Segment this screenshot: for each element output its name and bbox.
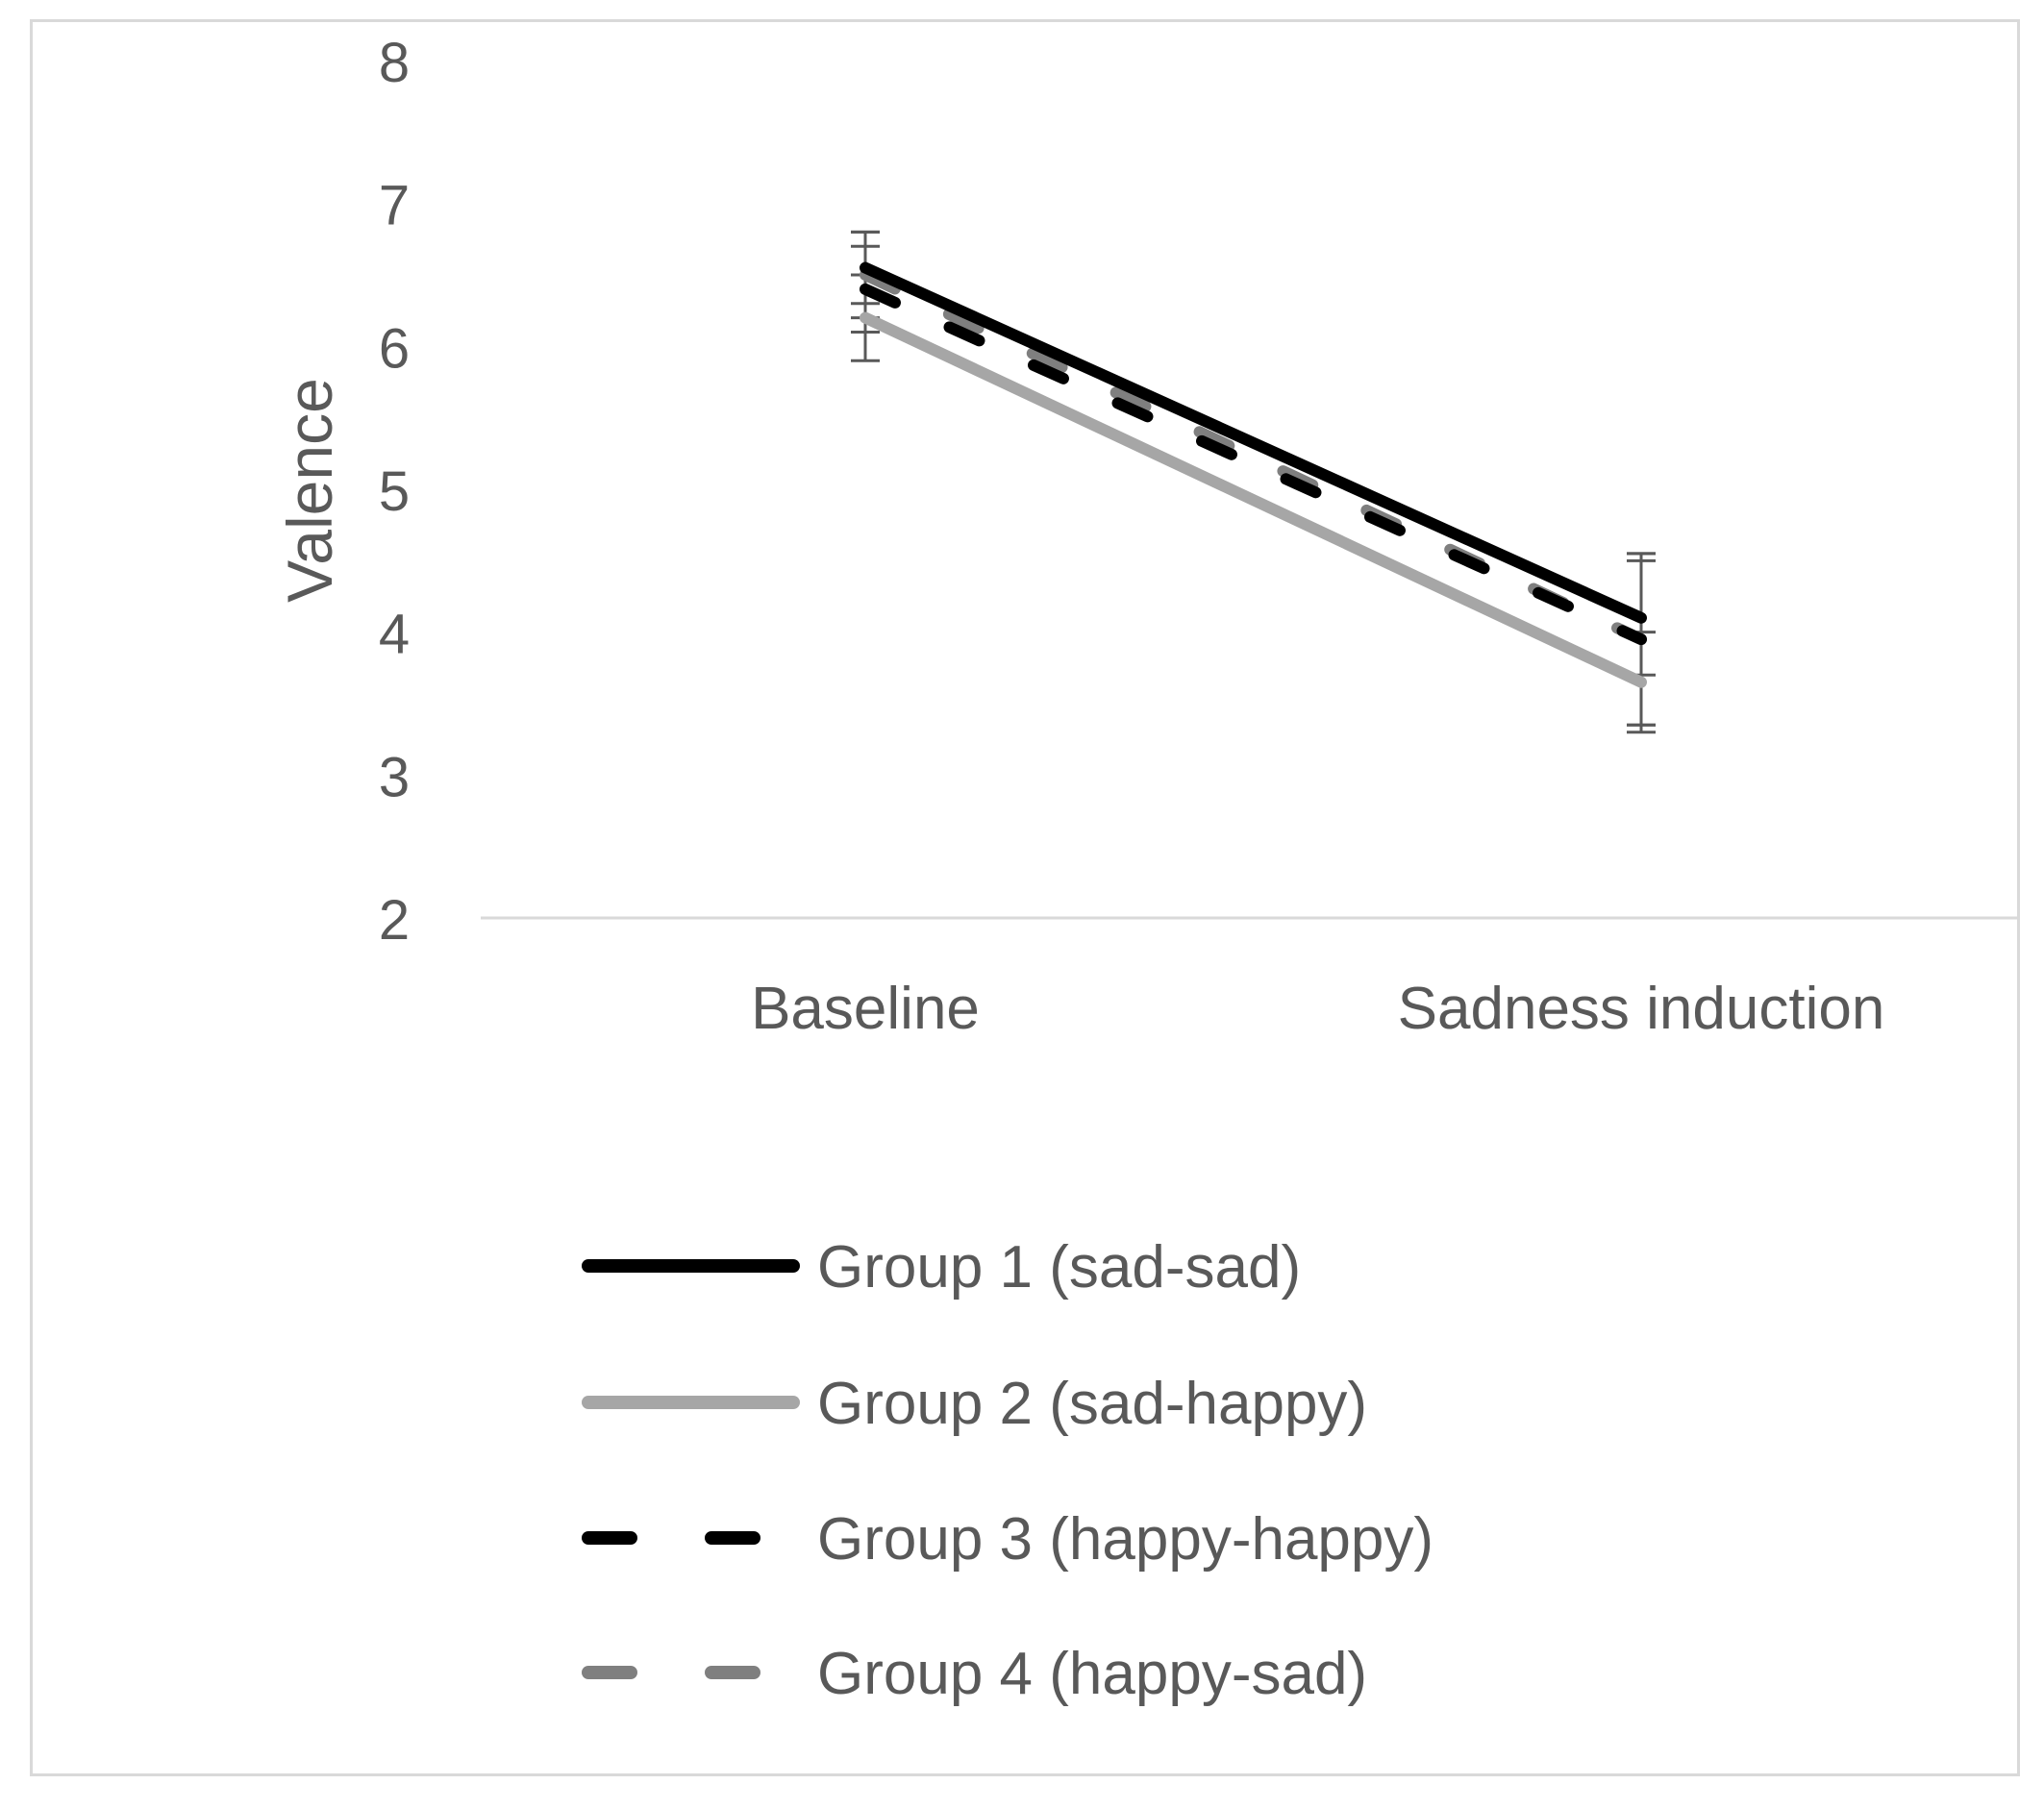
series-line-3 [860, 283, 1647, 646]
legend-label: Group 1 (sad-sad) [817, 1234, 1301, 1301]
chart-frame [30, 19, 2020, 1776]
y-tick-label: 4 [379, 604, 410, 666]
legend-label: Group 3 (happy-happy) [817, 1506, 1433, 1573]
legend: Group 1 (sad-sad) Group 2 (sad-happy) Grou… [582, 1234, 1433, 1707]
y-tick-label: 5 [379, 460, 410, 523]
x-tick-label: Baseline [751, 976, 980, 1042]
legend-item: Group 2 (sad-happy) [582, 1371, 1367, 1437]
x-tick-label: Sadness induction [1398, 976, 1885, 1042]
series-line-1 [860, 261, 1647, 624]
y-tick-label: 8 [379, 32, 410, 94]
series-line-2 [860, 311, 1647, 688]
y-tick-label: 2 [379, 889, 410, 952]
y-axis-label: Valence [274, 378, 345, 603]
legend-item: Group 3 (happy-happy) [582, 1506, 1433, 1573]
legend-item: Group 1 (sad-sad) [582, 1234, 1301, 1301]
y-tick-label: 3 [379, 746, 410, 808]
error-bars [851, 230, 1656, 734]
x-axis-ticks: Baseline Sadness induction [751, 976, 1884, 1042]
y-axis-ticks: 2 3 4 5 6 7 8 [379, 32, 410, 952]
y-tick-label: 7 [379, 175, 410, 237]
series-line-4 [860, 269, 1647, 646]
y-tick-label: 6 [379, 317, 410, 380]
series-lines [860, 261, 1647, 688]
legend-label: Group 4 (happy-sad) [817, 1641, 1367, 1707]
legend-item: Group 4 (happy-sad) [582, 1641, 1367, 1707]
legend-label: Group 2 (sad-happy) [817, 1371, 1367, 1437]
